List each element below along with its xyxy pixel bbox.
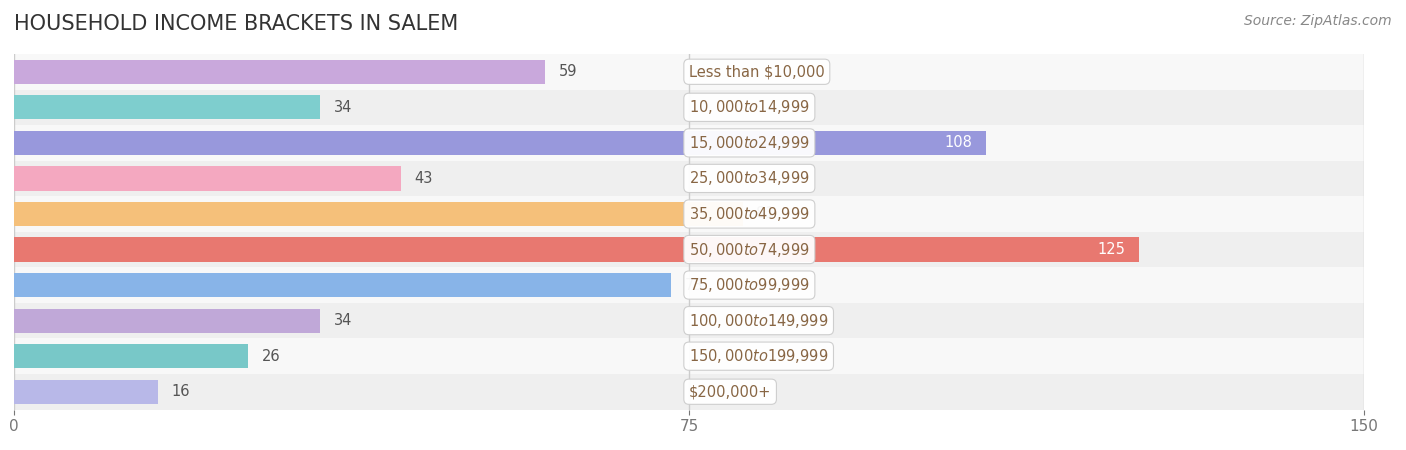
Bar <box>14 338 1364 374</box>
Bar <box>14 344 247 368</box>
Bar <box>14 60 546 84</box>
Text: 108: 108 <box>945 135 973 150</box>
Text: $100,000 to $149,999: $100,000 to $149,999 <box>689 311 828 329</box>
Bar <box>14 161 1364 196</box>
Bar <box>14 202 742 226</box>
Text: HOUSEHOLD INCOME BRACKETS IN SALEM: HOUSEHOLD INCOME BRACKETS IN SALEM <box>14 14 458 33</box>
Text: Less than $10,000: Less than $10,000 <box>689 64 825 79</box>
Text: $75,000 to $99,999: $75,000 to $99,999 <box>689 276 810 294</box>
Text: $10,000 to $14,999: $10,000 to $14,999 <box>689 99 810 116</box>
Bar <box>14 380 157 404</box>
Text: 59: 59 <box>558 64 576 79</box>
Text: $200,000+: $200,000+ <box>689 384 772 399</box>
Bar <box>14 309 321 333</box>
Text: 26: 26 <box>262 349 280 364</box>
Bar <box>14 196 1364 232</box>
Bar <box>14 54 1364 90</box>
Bar <box>14 166 401 190</box>
Bar <box>14 273 671 297</box>
Bar <box>14 90 1364 125</box>
Text: 34: 34 <box>333 100 352 115</box>
Text: 16: 16 <box>172 384 190 399</box>
Text: 81: 81 <box>756 207 775 221</box>
Text: $50,000 to $74,999: $50,000 to $74,999 <box>689 240 810 258</box>
Text: $35,000 to $49,999: $35,000 to $49,999 <box>689 205 810 223</box>
Text: 43: 43 <box>415 171 433 186</box>
Text: Source: ZipAtlas.com: Source: ZipAtlas.com <box>1244 14 1392 27</box>
Bar <box>14 267 1364 303</box>
Bar <box>14 374 1364 410</box>
Text: $15,000 to $24,999: $15,000 to $24,999 <box>689 134 810 152</box>
Text: $150,000 to $199,999: $150,000 to $199,999 <box>689 347 828 365</box>
Text: 73: 73 <box>685 278 703 292</box>
Bar <box>14 95 321 119</box>
Bar <box>14 232 1364 267</box>
Text: 34: 34 <box>333 313 352 328</box>
Text: $25,000 to $34,999: $25,000 to $34,999 <box>689 170 810 187</box>
Bar <box>14 131 986 155</box>
Text: 125: 125 <box>1098 242 1125 257</box>
Bar <box>14 125 1364 161</box>
Bar <box>14 238 1139 261</box>
Bar <box>14 303 1364 338</box>
